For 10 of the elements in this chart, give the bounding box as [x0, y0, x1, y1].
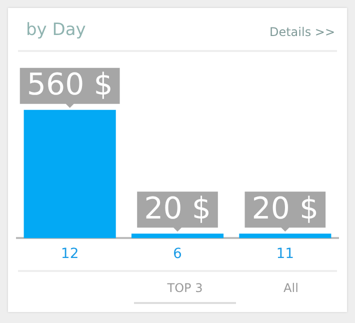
x-tick-label: 6 [173, 246, 182, 262]
text: TOP 3 [134, 274, 236, 304]
chart-title: by Day [26, 20, 86, 40]
x-tick-label: 11 [276, 246, 294, 262]
x-tick-label: 12 [60, 246, 79, 262]
text: All [282, 280, 300, 297]
text: Details >> [269, 25, 335, 39]
data-label: 560 $ [26, 68, 113, 103]
data-label: 20 $ [144, 191, 211, 226]
data-label: 20 $ [252, 191, 319, 226]
